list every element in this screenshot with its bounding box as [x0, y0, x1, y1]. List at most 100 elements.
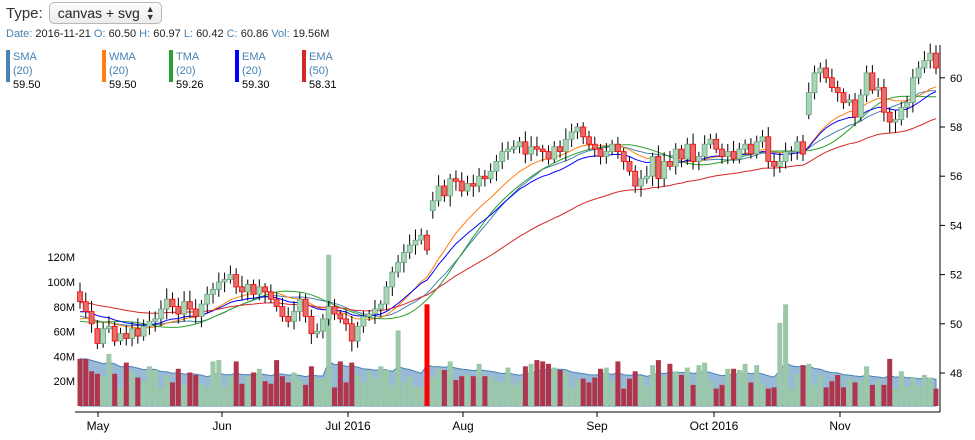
candle: [360, 315, 367, 327]
candle: [279, 306, 286, 317]
candle: [77, 291, 83, 302]
candle: [302, 298, 309, 317]
volume-bar: [760, 383, 765, 406]
volume-bar: [343, 382, 349, 406]
vol-label: Vol:: [271, 28, 290, 40]
candle: [395, 261, 402, 273]
candle: [325, 306, 332, 320]
volume-bar: [765, 388, 771, 406]
volume-bar: [835, 375, 841, 406]
volume-bar: [424, 304, 430, 406]
volume-bar: [748, 382, 754, 406]
volume-bar: [488, 376, 494, 406]
select-arrows-icon: ▲ ▼: [145, 4, 155, 22]
volume-bar: [650, 365, 656, 406]
volume-bar: [89, 371, 95, 406]
volume-bar: [927, 377, 933, 406]
candle: [308, 315, 315, 334]
candle: [586, 136, 592, 145]
candle: [267, 291, 274, 300]
volume-bar: [742, 363, 748, 406]
volume-bar: [465, 375, 470, 406]
wma20-line: [79, 86, 937, 329]
volume-bar: [274, 360, 280, 406]
type-selector-row: Type: canvas + svg ▲ ▼: [6, 2, 162, 24]
candle: [123, 333, 130, 339]
volume-bar: [655, 360, 661, 406]
candle: [863, 72, 870, 96]
candle: [869, 72, 876, 91]
volume-bar: [418, 387, 424, 406]
candle: [372, 308, 378, 315]
volume-bar: [291, 372, 297, 406]
candle: [921, 60, 928, 69]
candle: [892, 119, 899, 123]
candle: [551, 146, 558, 160]
candle: [655, 156, 662, 180]
volume-bar: [175, 368, 181, 406]
high-label: H:: [139, 28, 151, 40]
candle: [568, 131, 575, 140]
volume-bar: [627, 378, 632, 406]
volume-bar: [251, 372, 256, 406]
volume-bar: [349, 362, 355, 406]
volume-bar: [193, 375, 199, 406]
volume-bar: [881, 384, 887, 406]
candle: [898, 106, 905, 121]
legend-ema20-value: 59.30: [242, 79, 270, 91]
candle: [129, 328, 136, 339]
candle: [435, 185, 442, 202]
volume-bar: [395, 330, 401, 406]
candle: [152, 318, 159, 322]
volume-bar: [893, 388, 898, 406]
volume-bar: [436, 368, 442, 406]
candle: [88, 311, 95, 325]
volume-bar: [505, 367, 511, 406]
candle: [146, 320, 153, 327]
candle: [348, 323, 355, 342]
open-label: O:: [93, 28, 106, 40]
volume-bar: [470, 376, 476, 406]
volume-bar: [783, 304, 789, 406]
volume-bar: [875, 381, 881, 406]
candle: [262, 286, 269, 293]
candle: [256, 286, 263, 295]
volume-tick-label: 60M: [54, 327, 75, 339]
candle: [389, 271, 396, 288]
candle: [291, 311, 297, 322]
volume-bar: [326, 254, 332, 406]
candle: [447, 178, 454, 197]
candle: [499, 151, 506, 162]
price-tick-label: 48: [950, 368, 962, 380]
candle: [736, 148, 743, 160]
volume-bar: [453, 380, 459, 406]
volume-bar: [846, 378, 852, 406]
volume-bar: [869, 384, 875, 406]
candle: [314, 330, 321, 335]
volume-bar: [864, 366, 870, 406]
volume-bar: [858, 380, 864, 406]
type-select[interactable]: canvas + svg ▲ ▼: [48, 2, 162, 24]
x-tick-label: Jul 2016: [325, 419, 371, 433]
candle: [233, 274, 240, 288]
candle: [487, 170, 494, 180]
volume-bar: [725, 368, 731, 406]
candle: [713, 138, 720, 150]
candle: [574, 126, 581, 133]
price-tick-label: 52: [950, 270, 962, 282]
candle: [927, 52, 934, 62]
candle: [238, 286, 245, 293]
candle: [400, 252, 407, 263]
volume-bar: [621, 388, 627, 406]
candle: [857, 94, 864, 118]
candle: [748, 143, 754, 155]
candle: [672, 148, 679, 167]
candle: [510, 146, 517, 150]
candle: [776, 160, 783, 167]
legend-wma20: WMA (20) 59.50: [102, 50, 137, 91]
volume-bar: [910, 377, 916, 406]
candle: [609, 143, 615, 152]
volume-bar: [239, 383, 245, 406]
candle: [204, 293, 211, 305]
